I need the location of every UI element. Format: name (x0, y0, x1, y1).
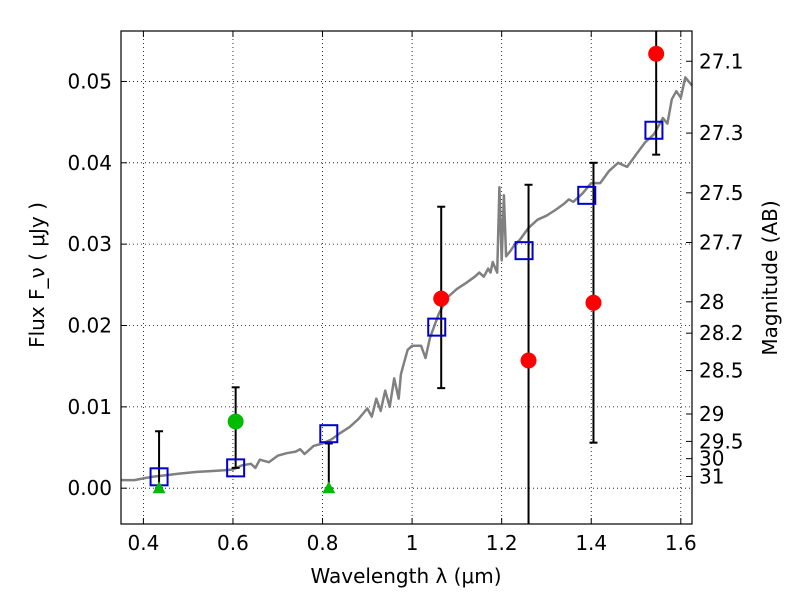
y-tick-label: 0.00 (67, 476, 112, 500)
x-axis-label: Wavelength λ (μm) (310, 564, 501, 588)
filled-triangle-marker (322, 481, 336, 494)
magnitude-tick-label: 27.5 (699, 181, 744, 205)
magnitude-tick-label: 27.1 (699, 49, 744, 73)
y-axis-ticks: 0.00 0.01 0.02 0.03 0.04 0.05 (67, 69, 127, 500)
x-tick-label: 0.6 (217, 531, 249, 555)
x-tick-label: 0.8 (307, 531, 339, 555)
axes-frame (120, 30, 693, 525)
filled-triangle-marker (152, 481, 166, 494)
magnitude-tick-label: 28 (699, 290, 724, 314)
y-axis-label: Flux F_ν ( μJy ) (25, 202, 49, 348)
magnitude-tick-label: 29 (699, 402, 724, 426)
plot-area (121, 31, 693, 524)
filled-circle-marker (520, 352, 537, 369)
y-tick-label: 0.02 (67, 313, 112, 337)
y-tick-label: 0.03 (67, 232, 112, 256)
model-spectrum-line (121, 76, 693, 482)
data-markers (149, 45, 665, 494)
x-tick-label: 0.4 (127, 531, 159, 555)
magnitude-tick-label: 27.7 (699, 231, 744, 255)
y-tick-label: 0.05 (67, 69, 112, 93)
y-tick-label: 0.01 (67, 395, 112, 419)
x-tick-label: 1 (406, 531, 419, 555)
filled-circle-marker (648, 45, 665, 62)
grid-lines (121, 31, 692, 524)
x-tick-label: 1.6 (665, 531, 697, 555)
error-bars (155, 31, 661, 524)
magnitude-tick-label: 30 (699, 447, 724, 471)
filled-circle-marker (433, 290, 450, 307)
y-tick-label: 0.04 (67, 151, 112, 175)
magnitude-tick-label: 28.5 (699, 359, 744, 383)
magnitude-tick-label: 28.2 (699, 321, 744, 345)
x-tick-label: 1.4 (575, 531, 607, 555)
filled-circle-marker (227, 413, 244, 430)
x-axis-ticks: 0.4 0.6 0.8 1 1.2 1.4 1.6 (127, 31, 697, 555)
magnitude-tick-label: 27.3 (699, 121, 744, 145)
magnitude-axis-label: Magnitude (AB) (758, 200, 782, 355)
open-square-marker (427, 317, 447, 337)
magnitude-tick-label: 31 (699, 464, 724, 488)
open-square-marker (514, 241, 534, 261)
magnitude-tick-label: 29.5 (699, 429, 744, 453)
x-tick-label: 1.2 (486, 531, 518, 555)
open-square-marker (226, 458, 246, 478)
open-square-marker (644, 120, 664, 140)
filled-circle-marker (585, 294, 602, 311)
open-square-marker (319, 424, 339, 444)
open-square-marker (577, 185, 597, 205)
